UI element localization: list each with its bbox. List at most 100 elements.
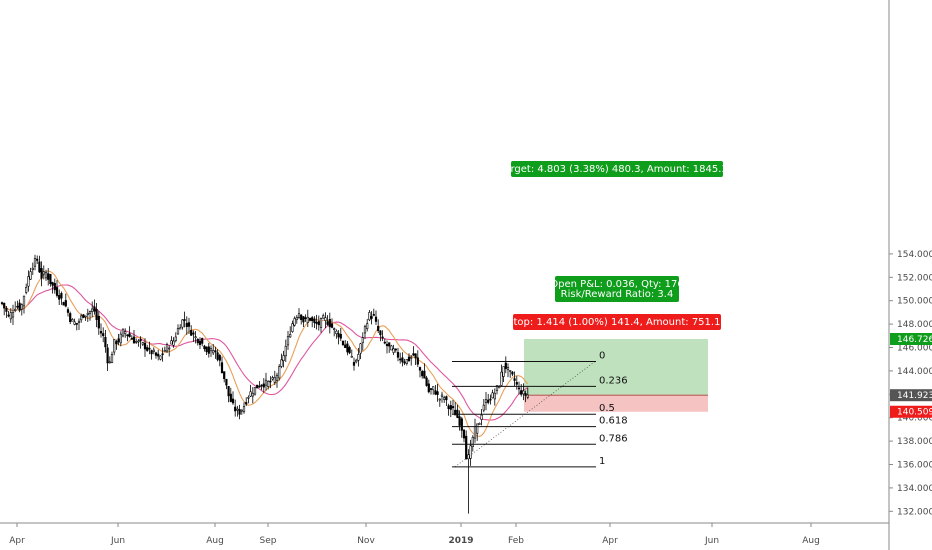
position-tool[interactable]: Target: 4.803 (3.38%) 480.3, Amount: 184… <box>499 161 734 330</box>
candle-body <box>447 405 450 410</box>
candle-body <box>198 340 202 345</box>
candle-body <box>306 316 309 323</box>
time-tick-label: Apr <box>9 536 25 546</box>
candle-body <box>64 300 67 307</box>
candle-body <box>91 308 94 312</box>
candle-body <box>383 341 386 344</box>
candle-body <box>355 359 358 363</box>
fib-level-label: 0.786 <box>599 433 628 444</box>
candle-body <box>330 323 334 328</box>
candle-body <box>245 402 248 405</box>
candle-body <box>0 302 4 304</box>
price-axis[interactable]: 132.000134.000136.000138.000140.000142.0… <box>889 250 932 517</box>
target-label[interactable]: Target: 4.803 (3.38%) 480.3, Amount: 184… <box>499 161 734 177</box>
candle-body <box>236 408 239 411</box>
candle-body <box>73 321 76 325</box>
candle-body <box>350 356 353 358</box>
time-tick-label: Jun <box>704 536 719 546</box>
candle-body <box>168 347 171 350</box>
candle-body <box>328 318 331 328</box>
candle-body <box>399 358 402 361</box>
candle-body <box>506 367 510 371</box>
candle-body <box>172 340 175 346</box>
candle-body <box>53 283 56 291</box>
candle-body <box>25 287 28 293</box>
candle-body <box>187 322 191 327</box>
price-tick-label: 146.000 <box>897 344 932 354</box>
candle-body <box>194 336 197 339</box>
candle-body <box>16 305 19 308</box>
candle-body <box>372 314 375 316</box>
candle-body <box>154 352 158 356</box>
fibonacci-retracement[interactable]: 0 0.236 0.5 0.618 0.786 1 <box>452 351 628 468</box>
stop-label[interactable]: Stop: 1.414 (1.00%) 141.4, Amount: 751.1… <box>507 314 727 330</box>
candle-body <box>3 302 6 309</box>
candle-body <box>93 306 96 312</box>
candle-body <box>267 381 270 387</box>
candle-body <box>157 353 160 357</box>
candle-body <box>289 334 292 338</box>
stop-label-text: Stop: 1.414 (1.00%) 141.4, Amount: 751.1… <box>507 317 727 328</box>
candle-body <box>473 426 477 439</box>
price-tick-label: 144.000 <box>897 367 932 377</box>
candle-body <box>293 318 296 326</box>
candle-body <box>60 293 63 299</box>
candle-body <box>489 398 492 401</box>
candle-body <box>379 330 382 336</box>
candle-body <box>7 314 10 317</box>
candle-body <box>403 361 406 364</box>
candle-body <box>333 328 336 330</box>
time-tick-label: Jun <box>110 536 125 546</box>
candle-body <box>504 362 507 369</box>
fib-level-label: 0.236 <box>599 375 628 386</box>
candle-body <box>515 382 518 385</box>
candle-body <box>390 345 393 351</box>
candle-body <box>165 344 169 352</box>
candle-body <box>170 340 173 345</box>
candle-body <box>95 309 98 320</box>
price-label-text: 141.923 <box>897 391 932 401</box>
candle-body <box>484 399 488 403</box>
candle-body <box>238 409 241 415</box>
candle-body <box>88 311 92 314</box>
candle-body <box>31 267 34 270</box>
time-axis[interactable]: Apr Jun Aug Sep Nov 2019 Feb Apr Jun Aug <box>9 523 820 546</box>
candle-body <box>75 323 78 325</box>
price-tick-label: 134.000 <box>897 484 932 494</box>
price-tick-label: 148.000 <box>897 320 932 330</box>
candle-body <box>300 314 303 321</box>
candle-body <box>445 396 448 401</box>
candle-body <box>256 384 259 389</box>
candle-body <box>509 370 512 372</box>
candle-body <box>141 342 144 345</box>
candle-body <box>377 325 380 332</box>
candle-body <box>502 366 505 377</box>
price-label-bg <box>890 389 932 402</box>
candle-body <box>14 308 17 311</box>
candle-body <box>374 316 378 322</box>
candle-body <box>291 323 294 332</box>
candle-body <box>106 347 109 364</box>
candle-body <box>179 327 182 330</box>
candle-body <box>69 313 72 322</box>
candle-body <box>110 353 114 364</box>
candle-body <box>9 312 12 320</box>
candle-body <box>302 316 305 323</box>
candle-body <box>159 355 162 360</box>
candle-body <box>361 337 364 344</box>
candle-body <box>5 307 8 312</box>
time-tick-label: 2019 <box>448 536 473 546</box>
candle-body <box>40 268 43 279</box>
candle-body <box>130 338 133 340</box>
candle-body <box>161 353 164 356</box>
candle-body <box>381 336 384 339</box>
candle-body <box>425 377 428 386</box>
candle-body <box>262 383 265 388</box>
candle-body <box>315 322 318 324</box>
candle-body <box>185 322 188 327</box>
candle-body <box>66 309 70 313</box>
candle-body <box>396 352 400 358</box>
time-tick-label: Aug <box>802 536 820 546</box>
